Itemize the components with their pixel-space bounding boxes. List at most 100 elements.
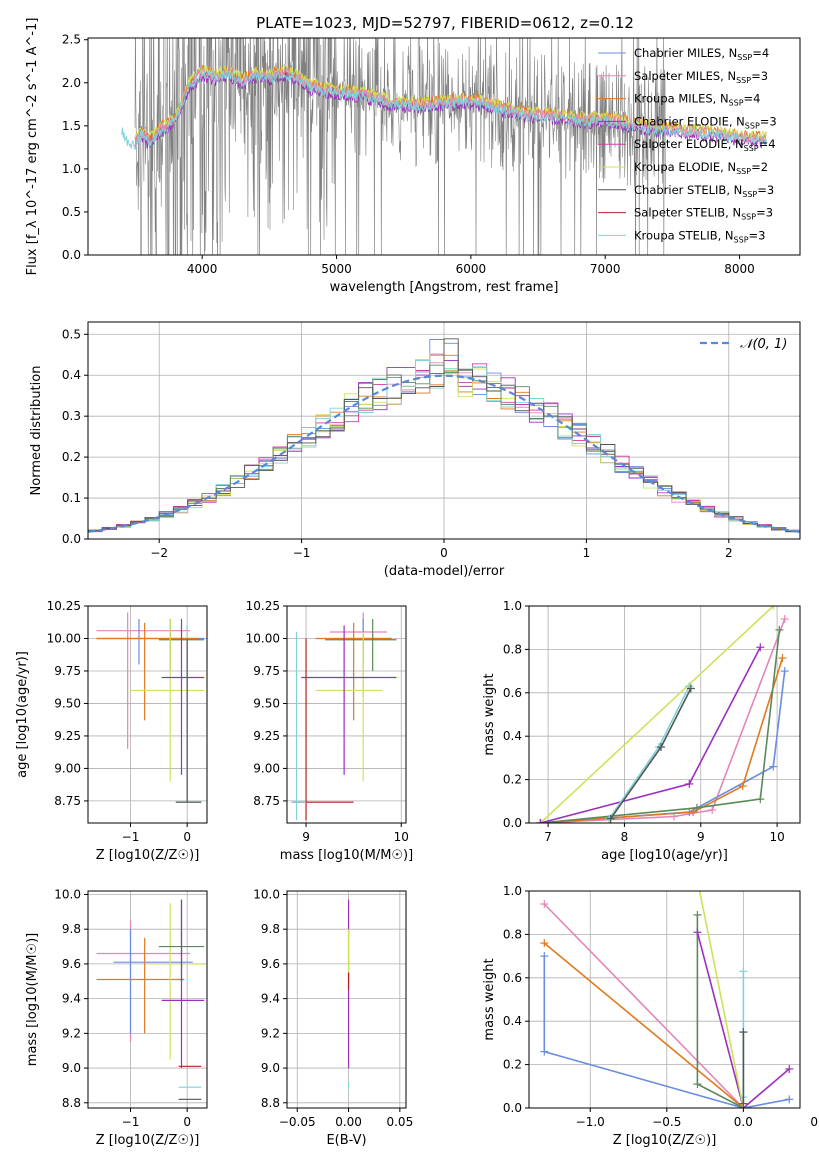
x-axis-label: Z [log10(Z/Z☉)] bbox=[613, 1133, 717, 1148]
legend-label: Salpeter STELIB, NSSP=3 bbox=[634, 206, 773, 222]
figure-title: PLATE=1023, MJD=52797, FIBERID=0612, z=0… bbox=[256, 14, 634, 32]
y-tick-label: 0.6 bbox=[503, 971, 522, 985]
legend-label: Chabrier ELODIE, NSSP=3 bbox=[634, 114, 777, 130]
y-tick-label: 9.75 bbox=[54, 664, 81, 678]
x-axis-label: mass [log10(M/M☉)] bbox=[280, 848, 413, 863]
axes-frame bbox=[286, 890, 407, 1109]
y-tick-label: 9.6 bbox=[62, 957, 81, 971]
y-tick-label: 0.8 bbox=[503, 927, 522, 941]
x-tick-label: −2 bbox=[150, 546, 168, 560]
x-tick-label: −1 bbox=[122, 830, 140, 844]
x-tick-label: 0 bbox=[440, 546, 448, 560]
x-tick-label: −1.0 bbox=[576, 1115, 605, 1129]
y-tick-label: 10.0 bbox=[54, 887, 81, 901]
y-tick-label: 9.8 bbox=[261, 922, 280, 936]
y-tick-label: 9.50 bbox=[54, 696, 81, 710]
y-tick-label: 8.8 bbox=[62, 1096, 81, 1110]
y-tick-label: 9.2 bbox=[62, 1026, 81, 1040]
legend-count: =2 bbox=[751, 160, 768, 174]
y-tick-label: 10.25 bbox=[246, 599, 280, 613]
y-tick-label: 0.0 bbox=[503, 816, 522, 830]
axes-frame bbox=[87, 37, 801, 256]
spectrum-plot-area bbox=[121, 38, 767, 255]
y-tick-label: 1.0 bbox=[503, 599, 522, 613]
y-tick-label: 0.0 bbox=[503, 1101, 522, 1115]
mass_vs_ebv-panel: −0.05 0.00 0.05 8.8 9.0 9.2 9.4 9.6 9.8 10.0 E(B-V… bbox=[253, 887, 413, 1148]
x-tick-label: 0 bbox=[183, 1115, 191, 1129]
legend-subscript: SSP bbox=[736, 76, 751, 85]
x-tick-label: 0.00 bbox=[335, 1115, 362, 1129]
y-axis-label: Flux [f_λ 10^-17 erg cm^-2 s^-1 A^-1] bbox=[25, 18, 40, 276]
x-tick-label: 10 bbox=[394, 830, 409, 844]
mass_weight_vs_age-panel: 7 8 9 10 0.0 0.2 0.4 0.6 0.8 1.0 age [log10(age/yr… bbox=[482, 599, 801, 863]
x-axis-label: age [log10(age/yr)] bbox=[601, 848, 728, 863]
y-tick-label: 0.2 bbox=[503, 1058, 522, 1072]
legend-subscript: SSP bbox=[737, 53, 752, 62]
axes-frame bbox=[286, 605, 407, 824]
y-axis-label: age [log10(age/yr)] bbox=[15, 651, 30, 778]
weight-line-kroupa-miles bbox=[540, 657, 784, 823]
legend-label: Kroupa ELODIE, NSSP=2 bbox=[634, 160, 768, 176]
y-tick-label: 0.5 bbox=[62, 327, 81, 341]
x-tick-label: 0.5 bbox=[810, 1115, 819, 1129]
y-tick-label: 10.0 bbox=[253, 887, 280, 901]
age_vs_mass-panel: 9 10 8.75 9.00 9.25 9.50 9.75 10.00 10.25 mass [l… bbox=[246, 599, 414, 863]
x-tick-label: 10 bbox=[769, 830, 784, 844]
legend-count: =3 bbox=[751, 69, 768, 83]
y-tick-label: 2.0 bbox=[62, 76, 81, 90]
gaussian-curve bbox=[87, 374, 801, 533]
y-tick-label: 0.8 bbox=[503, 642, 522, 656]
x-tick-label: 2 bbox=[725, 546, 733, 560]
legend-subscript: SSP bbox=[729, 99, 744, 108]
x-axis-label: (data-model)/error bbox=[384, 564, 505, 579]
y-tick-label: 8.75 bbox=[253, 794, 280, 808]
legend-count: =4 bbox=[744, 92, 761, 106]
legend-subscript: SSP bbox=[744, 144, 759, 153]
legend-subscript: SSP bbox=[734, 235, 749, 244]
legend-label: 𝒩(0, 1) bbox=[740, 337, 787, 352]
x-tick-label: −1 bbox=[293, 546, 311, 560]
weight-line-chabrier-miles bbox=[543, 956, 790, 1108]
y-tick-label: 0.2 bbox=[62, 450, 81, 464]
y-tick-label: 1.0 bbox=[503, 884, 522, 898]
y-tick-label: 9.0 bbox=[62, 1061, 81, 1075]
x-tick-label: 8000 bbox=[724, 262, 755, 276]
y-tick-label: 9.4 bbox=[261, 992, 280, 1006]
residuals-legend: 𝒩(0, 1) bbox=[700, 337, 787, 352]
y-tick-label: 9.75 bbox=[253, 664, 280, 678]
weight-line-kroupa-elodie bbox=[539, 606, 774, 823]
x-axis-label: Z [log10(Z/Z☉)] bbox=[96, 848, 200, 863]
y-tick-label: 9.25 bbox=[253, 729, 280, 743]
x-tick-label: 0.0 bbox=[734, 1115, 753, 1129]
legend-count: =3 bbox=[756, 206, 773, 220]
spectrum-legend: Chabrier MILES, NSSP=4 Salpeter MILES, NS… bbox=[598, 46, 777, 244]
mass_vs_Z-panel: −1 0 8.8 9.0 9.2 9.4 9.6 9.8 10.0 Z [log10(Z/Z☉)]… bbox=[25, 887, 208, 1148]
x-tick-label: −1 bbox=[122, 1115, 140, 1129]
mass_weight_vs_Z-panel: −1.0 −0.5 0.0 0.5 0.0 0.2 0.4 0.6 0.8 1.0 Z [log10… bbox=[482, 884, 819, 1148]
y-axis-label: mass weight bbox=[482, 673, 497, 755]
legend-label: Chabrier STELIB, NSSP=3 bbox=[634, 183, 774, 199]
x-tick-label: 7 bbox=[544, 830, 552, 844]
y-axis-label: mass weight bbox=[482, 958, 497, 1040]
y-tick-label: 9.4 bbox=[62, 992, 81, 1006]
y-tick-label: 9.00 bbox=[253, 761, 280, 775]
x-tick-label: −0.05 bbox=[279, 1115, 316, 1129]
y-tick-label: 10.00 bbox=[246, 631, 280, 645]
y-tick-label: 0.3 bbox=[62, 409, 81, 423]
y-tick-label: 9.00 bbox=[54, 761, 81, 775]
y-tick-label: 9.50 bbox=[253, 696, 280, 710]
legend-subscript: SSP bbox=[742, 190, 757, 199]
y-tick-label: 0.5 bbox=[62, 205, 81, 219]
spectrum-model-kroupa-stelib bbox=[121, 68, 767, 150]
age_vs_Z-panel: −1 0 8.75 9.00 9.25 9.50 9.75 10.00 10.25 Z [log1… bbox=[15, 599, 208, 863]
legend-count: =4 bbox=[752, 46, 769, 60]
y-tick-label: 9.0 bbox=[261, 1061, 280, 1075]
weight-line-kroupa-miles bbox=[543, 942, 744, 1108]
x-tick-label: 6000 bbox=[456, 262, 487, 276]
y-tick-label: 9.8 bbox=[62, 922, 81, 936]
axes-frame bbox=[87, 890, 208, 1109]
mass_weight_vs_age-plot-area bbox=[536, 606, 789, 823]
legend-label: Chabrier MILES, NSSP=4 bbox=[634, 46, 769, 62]
y-tick-label: 0.4 bbox=[62, 368, 81, 382]
